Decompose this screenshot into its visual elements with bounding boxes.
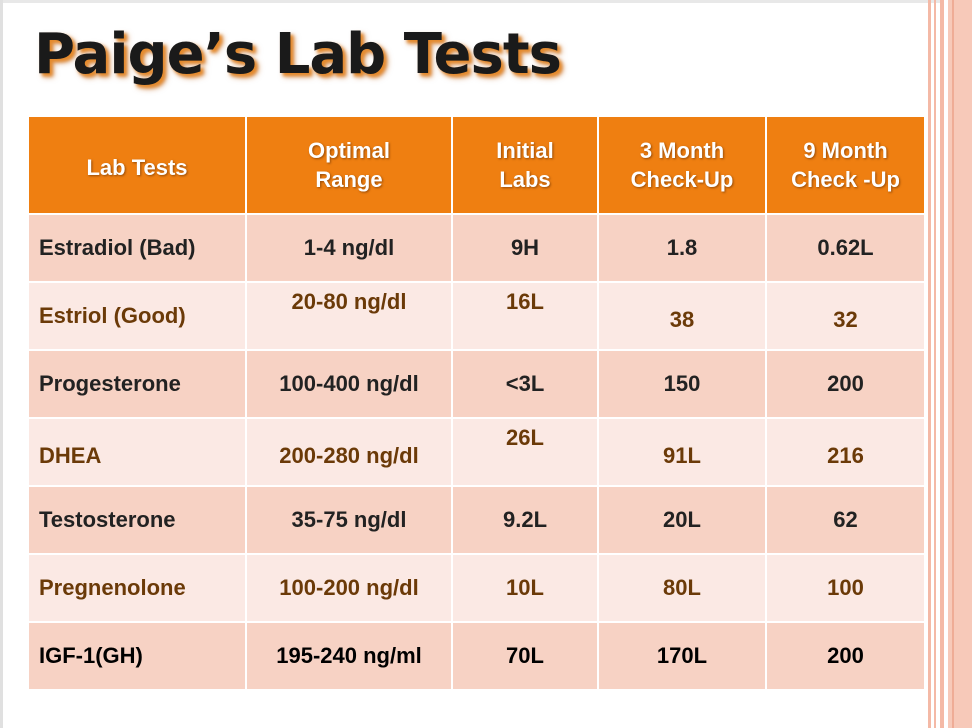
cell-range: 195-240 ng/ml bbox=[245, 621, 453, 691]
cell-3month: 38 bbox=[597, 281, 767, 351]
cell-initial: 10L bbox=[451, 553, 599, 623]
slide-border-left bbox=[0, 0, 3, 728]
cell-name: IGF-1(GH) bbox=[27, 621, 247, 691]
header-initial-labs: Initial Labs bbox=[451, 115, 599, 215]
lab-tests-table: Lab Tests Optimal Range Initial Labs 3 Mon… bbox=[27, 115, 926, 691]
cell-9month: 0.62L bbox=[765, 213, 926, 283]
header-9-month-line2: Check -Up bbox=[791, 167, 900, 192]
decorative-stripe bbox=[940, 0, 944, 728]
decorative-stripe bbox=[934, 0, 936, 728]
table-row: DHEA 200-280 ng/dl 26L 91L 216 bbox=[27, 417, 926, 487]
header-optimal-range: Optimal Range bbox=[245, 115, 453, 215]
header-3-month-line1: 3 Month bbox=[639, 138, 725, 163]
header-9-month-line1: 9 Month bbox=[803, 138, 888, 163]
cell-3month: 1.8 bbox=[597, 213, 767, 283]
table-row: Estriol (Good) 20-80 ng/dl 16L 38 32 bbox=[27, 281, 926, 351]
table-row: Testosterone 35-75 ng/dl 9.2L 20L 62 bbox=[27, 485, 926, 555]
table-row: Pregnenolone 100-200 ng/dl 10L 80L 100 bbox=[27, 553, 926, 623]
cell-name: Estradiol (Bad) bbox=[27, 213, 247, 283]
cell-initial: 9.2L bbox=[451, 485, 599, 555]
cell-range: 1-4 ng/dl bbox=[245, 213, 453, 283]
table-row: IGF-1(GH) 195-240 ng/ml 70L 170L 200 bbox=[27, 621, 926, 691]
cell-initial: 70L bbox=[451, 621, 599, 691]
page-title: Paige’s Lab Tests bbox=[34, 22, 562, 87]
cell-initial: 16L bbox=[451, 281, 599, 351]
slide-border-top bbox=[0, 0, 940, 3]
cell-3month: 150 bbox=[597, 349, 767, 419]
header-3-month: 3 Month Check-Up bbox=[597, 115, 767, 215]
cell-range: 20-80 ng/dl bbox=[245, 281, 453, 351]
cell-range: 200-280 ng/dl bbox=[245, 417, 453, 487]
cell-range: 100-400 ng/dl bbox=[245, 349, 453, 419]
cell-range: 100-200 ng/dl bbox=[245, 553, 453, 623]
header-initial-labs-line1: Initial bbox=[496, 138, 554, 163]
cell-name: Estriol (Good) bbox=[27, 281, 247, 351]
table-row: Estradiol (Bad) 1-4 ng/dl 9H 1.8 0.62L bbox=[27, 213, 926, 283]
header-3-month-line2: Check-Up bbox=[630, 167, 734, 192]
cell-9month: 200 bbox=[765, 621, 926, 691]
header-optimal-range-line2: Range bbox=[315, 167, 383, 192]
cell-initial: 9H bbox=[451, 213, 599, 283]
cell-9month: 216 bbox=[765, 417, 926, 487]
header-lab-tests: Lab Tests bbox=[27, 115, 247, 215]
cell-initial: 26L bbox=[451, 417, 599, 487]
table-row: Progesterone 100-400 ng/dl <3L 150 200 bbox=[27, 349, 926, 419]
cell-3month: 20L bbox=[597, 485, 767, 555]
decorative-stripe bbox=[928, 0, 931, 728]
cell-9month: 100 bbox=[765, 553, 926, 623]
cell-name: DHEA bbox=[27, 417, 247, 487]
cell-range: 35-75 ng/dl bbox=[245, 485, 453, 555]
cell-3month: 170L bbox=[597, 621, 767, 691]
cell-9month: 32 bbox=[765, 281, 926, 351]
header-9-month: 9 Month Check -Up bbox=[765, 115, 926, 215]
cell-9month: 200 bbox=[765, 349, 926, 419]
cell-name: Pregnenolone bbox=[27, 553, 247, 623]
table-header-row: Lab Tests Optimal Range Initial Labs 3 Mon… bbox=[27, 115, 926, 215]
header-optimal-range-line1: Optimal bbox=[308, 138, 390, 163]
cell-name: Progesterone bbox=[27, 349, 247, 419]
cell-9month: 62 bbox=[765, 485, 926, 555]
header-initial-labs-line2: Labs bbox=[499, 167, 551, 192]
cell-3month: 80L bbox=[597, 553, 767, 623]
cell-initial: <3L bbox=[451, 349, 599, 419]
decorative-stripe bbox=[952, 0, 954, 728]
cell-name: Testosterone bbox=[27, 485, 247, 555]
cell-3month: 91L bbox=[597, 417, 767, 487]
